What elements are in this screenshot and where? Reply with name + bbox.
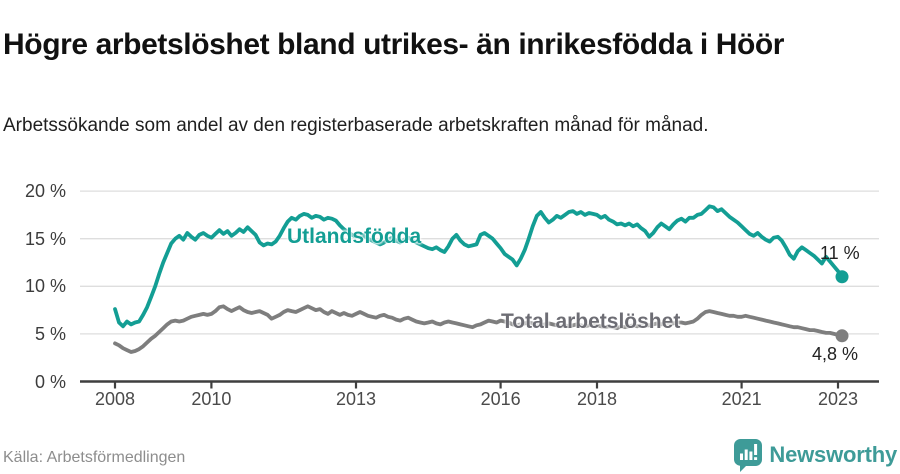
page-title: Högre arbetslöshet bland utrikes- än inr… <box>3 28 785 62</box>
y-axis-label: 0 % <box>34 371 66 392</box>
y-axis-label: 20 % <box>24 181 66 202</box>
y-axis-label: 10 % <box>24 276 66 297</box>
x-axis-label: 2010 <box>191 389 232 409</box>
series-line <box>113 304 844 354</box>
x-axis-label: 2023 <box>817 389 859 409</box>
series-label-utlandsfodda: Utlandsfödda <box>287 225 422 248</box>
series-end-dot <box>835 329 849 343</box>
x-axis-label: 2018 <box>576 389 618 409</box>
newsworthy-logo-icon <box>734 438 763 472</box>
newsworthy-wordmark: Newsworthy <box>769 442 897 467</box>
series-end-dot <box>835 270 849 284</box>
chart-subtitle: Arbetssökande som andel av den registerb… <box>3 115 709 136</box>
end-value-total-arbetsloshet: 4,8 % <box>812 344 859 364</box>
newsworthy-logo: Newsworthy <box>734 438 897 472</box>
series-label-total-arbetsloshet: Total arbetslöshet <box>501 310 681 333</box>
y-axis-label: 5 % <box>34 323 66 344</box>
y-axis-label: 15 % <box>24 228 66 249</box>
x-axis-label: 2013 <box>335 389 377 409</box>
x-axis-label: 2021 <box>721 389 762 409</box>
end-value-utlandsfodda: 11 % <box>820 243 860 263</box>
x-axis-label: 2016 <box>480 389 521 409</box>
series-line <box>113 204 844 329</box>
x-axis-label: 2008 <box>94 389 136 409</box>
source-text: Källa: Arbetsförmedlingen <box>3 449 186 466</box>
